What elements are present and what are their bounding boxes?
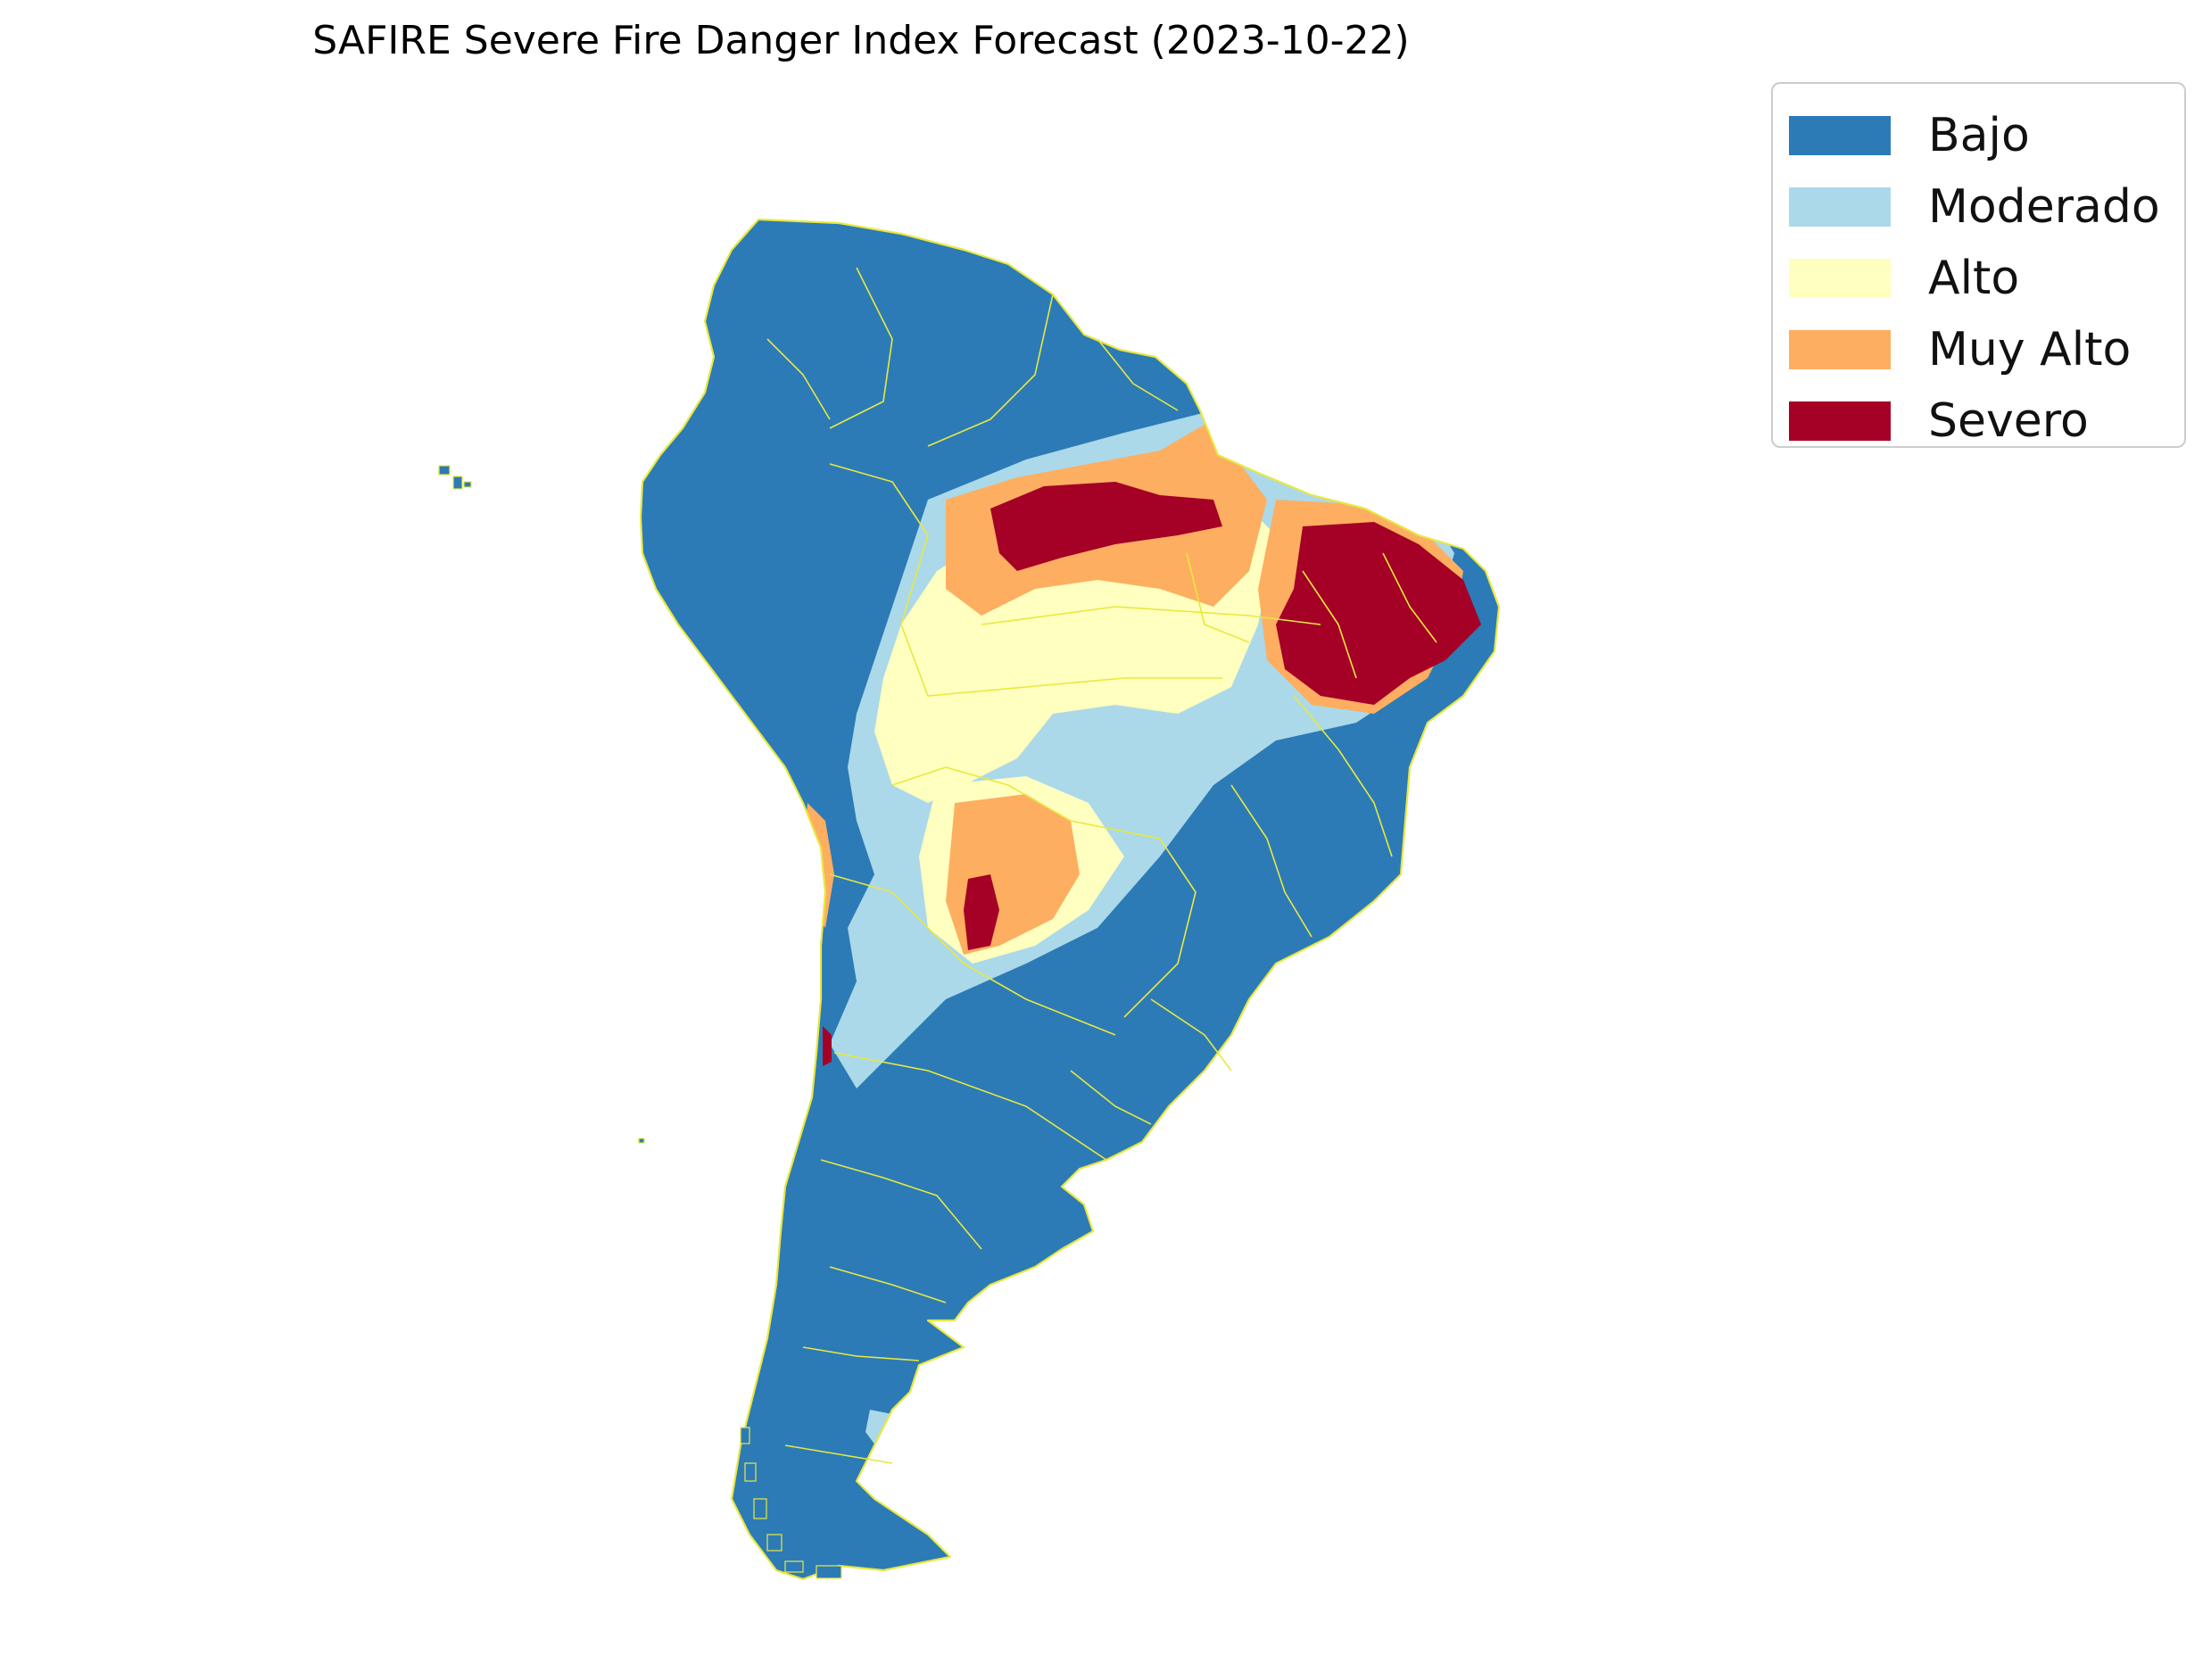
- zone-severo-chile: [823, 1026, 832, 1066]
- legend-swatch-bajo: [1789, 116, 1891, 155]
- zone-severo-chaco: [964, 874, 999, 950]
- legend-item-muy-alto: Muy Alto: [1789, 314, 2184, 385]
- legend: Bajo Moderado Alto Muy Alto Severo: [1771, 82, 2186, 448]
- patagonia-fjords: [740, 1427, 842, 1579]
- legend-item-alto: Alto: [1789, 243, 2184, 314]
- legend-label-alto: Alto: [1928, 252, 2020, 305]
- legend-label-moderado: Moderado: [1928, 180, 2160, 234]
- admin-borders: [639, 218, 1501, 1581]
- legend-swatch-muy-alto: [1789, 330, 1891, 369]
- danger-zones: [803, 406, 1481, 1450]
- legend-item-bajo: Bajo: [1789, 100, 2184, 171]
- zone-severo-amazon: [990, 482, 1222, 571]
- legend-swatch-severo: [1789, 401, 1891, 441]
- legend-label-bajo: Bajo: [1928, 109, 2030, 162]
- legend-label-muy-alto: Muy Alto: [1928, 323, 2132, 377]
- islands: [438, 465, 645, 1144]
- legend-swatch-moderado: [1789, 187, 1891, 227]
- legend-swatch-alto: [1789, 259, 1891, 298]
- legend-label-severo: Severo: [1928, 394, 2089, 448]
- legend-item-severo: Severo: [1789, 385, 2184, 457]
- legend-item-moderado: Moderado: [1789, 171, 2184, 243]
- zone-severo-northeast: [1276, 522, 1481, 705]
- map-title: SAFIRE Severe Fire Danger Index Forecast…: [312, 18, 1410, 63]
